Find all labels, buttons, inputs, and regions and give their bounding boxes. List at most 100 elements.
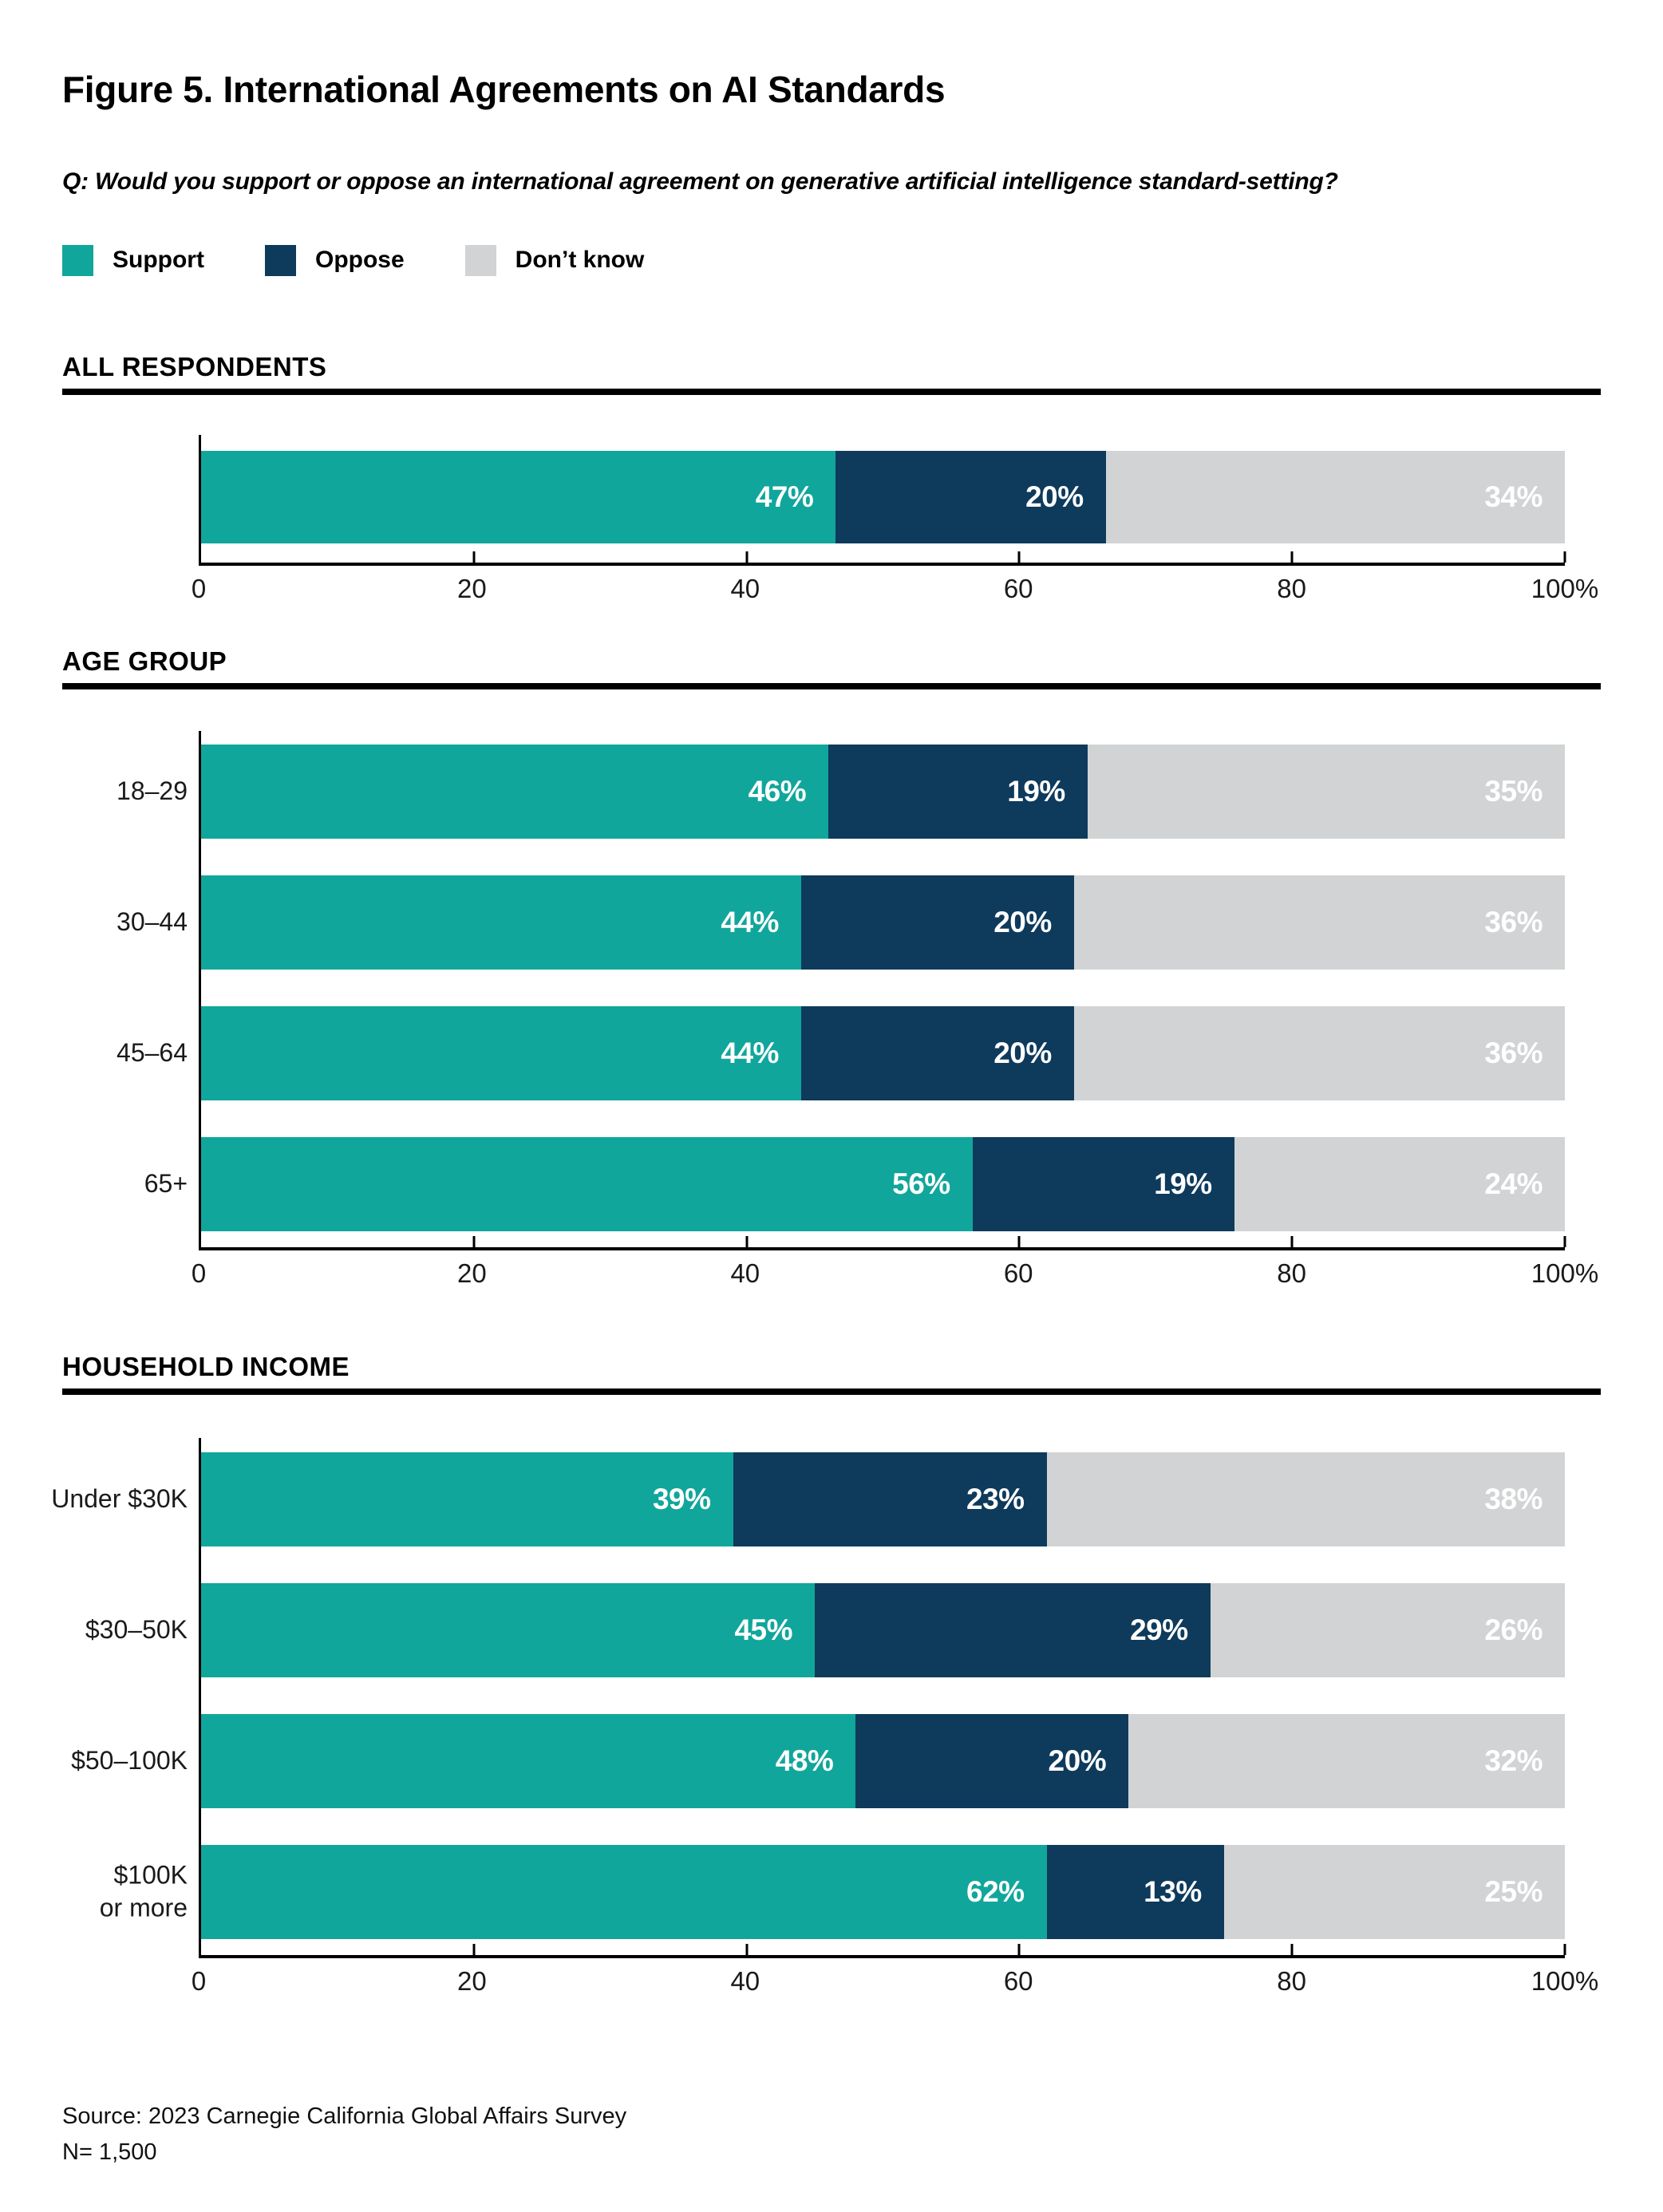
x-tick-label: 60 (1003, 573, 1033, 603)
bar-segment-support: 56% (201, 1136, 973, 1231)
category-label: Under $30K (51, 1484, 188, 1514)
value-label: 44% (721, 1036, 779, 1069)
x-tick-label: 60 (1003, 1258, 1033, 1288)
value-label: 44% (721, 905, 779, 938)
value-label: 29% (1130, 1613, 1188, 1646)
bar-segment-support: 48% (201, 1713, 856, 1808)
value-label: 36% (1484, 1036, 1543, 1069)
value-label: 48% (775, 1744, 834, 1777)
section-rule (62, 388, 1601, 395)
bar-segment-oppose: 20% (835, 450, 1106, 543)
axis-tick (1017, 551, 1021, 563)
category-label: $30–50K (85, 1615, 188, 1645)
axis-tick (1017, 1235, 1021, 1247)
bar-row: 47% 20% 34% (201, 450, 1565, 543)
bar-segment-dont-know: 36% (1073, 875, 1565, 970)
bar-segment-dont-know: 34% (1105, 450, 1565, 543)
x-axis-labels: 0 20 40 60 80 100% (192, 1258, 1598, 1292)
charts: ALL RESPONDENTS 47% 20% 34% 0 20 40 60 80 100% AGE… (51, 351, 1601, 2000)
axis-tick (472, 551, 476, 563)
value-label: 38% (1484, 1482, 1543, 1515)
bar-segment-oppose: 19% (972, 1136, 1234, 1231)
value-label: 56% (892, 1167, 950, 1200)
chart-section-age-group: AGE GROUP 18–29 46% 19% 35% 30–44 44% 20% 36% 45–… (62, 646, 1601, 1292)
plot-age-group: 18–29 46% 19% 35% 30–44 44% 20% 36% 45–64 44% 20% 3… (117, 730, 1566, 1250)
x-tick-label: 80 (1277, 1965, 1306, 1996)
x-tick-label: 20 (457, 1258, 487, 1288)
dont-know-swatch-icon (464, 244, 496, 276)
axis-tick (1290, 551, 1294, 563)
value-label: 36% (1484, 905, 1543, 938)
chart-section-all-respondents: ALL RESPONDENTS 47% 20% 34% 0 20 40 60 80 100% (62, 351, 1601, 607)
x-tick-label: 40 (730, 1965, 760, 1996)
section-rule (62, 682, 1601, 689)
legend: Support Oppose Don’t know (62, 244, 1601, 276)
x-axis-labels: 0 20 40 60 80 100% (192, 1965, 1598, 2000)
figure-title: Figure 5. International Agreements on AI… (62, 69, 946, 110)
axis-tick (1563, 1235, 1566, 1247)
legend-item-dont-know: Don’t know (464, 244, 644, 276)
x-tick-label: 100% (1531, 1258, 1599, 1288)
value-label: 19% (1154, 1167, 1212, 1200)
category-label: $50–100K (71, 1746, 188, 1776)
bar-row: 45–64 44% 20% 36% (117, 1005, 1565, 1100)
category-label: 45–64 (117, 1038, 188, 1068)
oppose-swatch-icon (264, 244, 296, 276)
value-label: 62% (966, 1874, 1025, 1908)
x-tick-label: 20 (457, 573, 487, 603)
bar-segment-oppose: 20% (800, 875, 1074, 970)
bar-segment-dont-know: 24% (1234, 1136, 1565, 1231)
value-label: 23% (966, 1482, 1025, 1515)
axis-tick (472, 1235, 476, 1247)
bar-segment-support: 62% (201, 1844, 1047, 1939)
value-label: 47% (755, 480, 814, 513)
bar-segment-support: 46% (201, 744, 829, 839)
bar-row: $30–50K 45% 29% 26% (85, 1582, 1565, 1677)
x-axis-labels: 0 20 40 60 80 100% (192, 573, 1598, 607)
survey-question: Q: Would you support or oppose an intern… (62, 168, 1338, 195)
value-label: 46% (748, 774, 807, 808)
bar-row: 18–29 46% 19% 35% (117, 744, 1565, 839)
x-tick-label: 60 (1003, 1965, 1033, 1996)
bar-segment-support: 39% (201, 1452, 733, 1546)
bar-segment-oppose: 23% (733, 1452, 1047, 1546)
bar-segment-oppose: 29% (815, 1582, 1211, 1677)
x-tick-label: 0 (191, 1965, 207, 1996)
value-label: 35% (1484, 774, 1543, 808)
value-label: 25% (1484, 1874, 1543, 1908)
bar-segment-dont-know: 38% (1046, 1452, 1565, 1546)
legend-item-oppose: Oppose (264, 244, 405, 276)
x-tick-label: 100% (1531, 573, 1599, 603)
axis-tick (1563, 551, 1566, 563)
section-title-household-income: HOUSEHOLD INCOME (62, 1351, 350, 1381)
x-tick-label: 100% (1531, 1965, 1599, 1996)
bar-segment-oppose: 19% (828, 744, 1088, 839)
bar-segment-support: 44% (201, 875, 801, 970)
chart-section-household-income: HOUSEHOLD INCOME Under $30K 39% 23% 38% $30–5… (51, 1351, 1601, 2000)
value-label: 19% (1007, 774, 1065, 808)
category-label: 30–44 (117, 907, 188, 937)
bar-row: 65+ 56% 19% 24% (144, 1136, 1565, 1231)
section-title-all-respondents: ALL RESPONDENTS (62, 351, 327, 381)
section-rule (62, 1388, 1601, 1395)
value-label: 13% (1144, 1874, 1202, 1908)
category-label: 18–29 (117, 776, 188, 806)
source-note: Source: 2023 Carnegie California Global … (62, 2099, 1601, 2171)
bar-segment-dont-know: 26% (1210, 1582, 1565, 1677)
x-tick-label: 80 (1277, 1258, 1306, 1288)
value-label: 26% (1484, 1613, 1543, 1646)
bar-segment-oppose: 20% (800, 1005, 1074, 1100)
bar-segment-support: 47% (201, 450, 836, 543)
bar-segment-support: 45% (201, 1582, 816, 1677)
x-tick-label: 40 (730, 1258, 760, 1288)
x-tick-label: 80 (1277, 573, 1306, 603)
axis-tick (745, 551, 749, 563)
bar-row: Under $30K 39% 23% 38% (51, 1452, 1565, 1546)
value-label: 20% (993, 905, 1052, 938)
axis-tick (1290, 1943, 1294, 1955)
source-line: Source: 2023 Carnegie California Global … (62, 2103, 627, 2129)
bar-segment-oppose: 20% (855, 1713, 1129, 1808)
section-title-age-group: AGE GROUP (62, 646, 227, 676)
value-label: 39% (652, 1482, 711, 1515)
